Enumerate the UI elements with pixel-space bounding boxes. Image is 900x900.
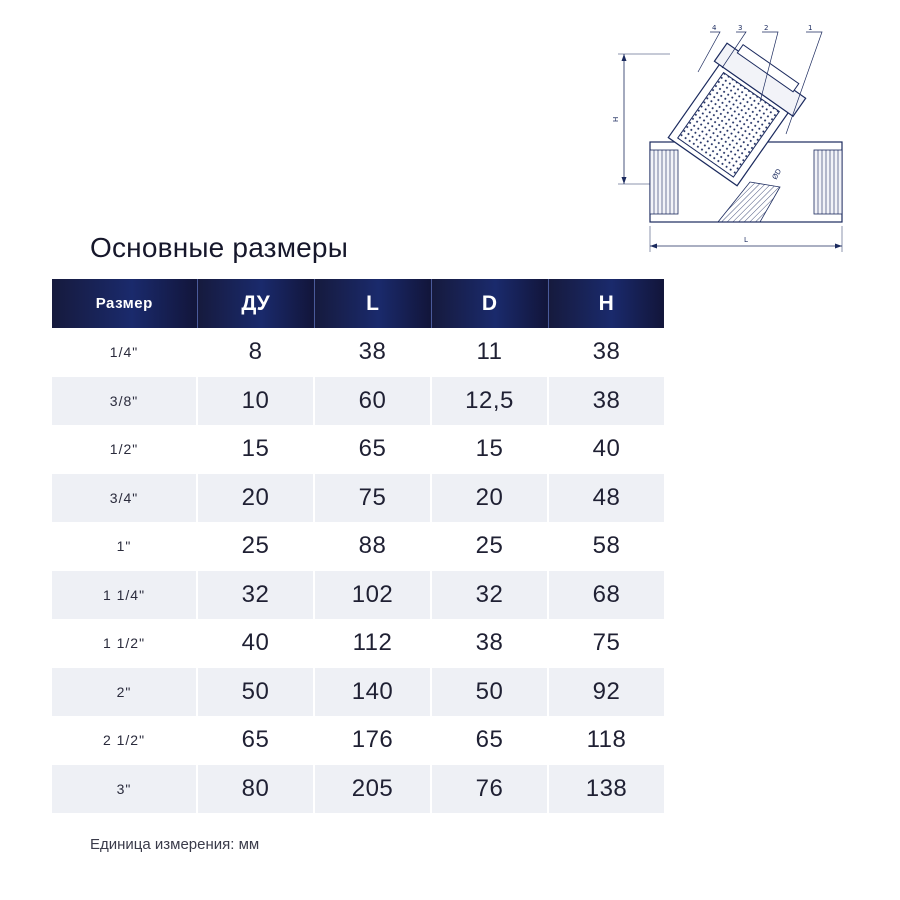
header-h: H: [548, 279, 664, 328]
cell-d: 50: [431, 667, 549, 716]
cell-d: 11: [431, 328, 549, 377]
cell-l: 60: [314, 376, 432, 425]
header-size: Размер: [52, 279, 198, 328]
cell-l: 112: [314, 619, 432, 668]
cell-size: 1/2": [52, 425, 198, 474]
cell-d: 20: [431, 473, 549, 522]
header-dn: ДУ: [197, 279, 315, 328]
cell-dn: 8: [197, 328, 315, 377]
callout-leaders: [697, 31, 823, 135]
cell-size: 1 1/2": [52, 619, 198, 668]
strainer-drawing: H: [610, 22, 870, 262]
cell-dn: 40: [197, 619, 315, 668]
header-l: L: [314, 279, 432, 328]
cell-size: 1/4": [52, 328, 198, 377]
cell-size: 3": [52, 764, 198, 813]
cell-l: 75: [314, 473, 432, 522]
cell-h: 38: [592, 338, 621, 366]
table-row: 1/2" 15 65 15 40: [52, 425, 664, 474]
cell-d: 12,5: [431, 376, 549, 425]
cell-size: 1": [52, 522, 198, 571]
cell-d: 65: [431, 716, 549, 765]
table-row: 1/4" 8 38 11 38: [52, 328, 664, 377]
cell-h: 92: [548, 667, 664, 716]
cell-dn: 65: [197, 716, 315, 765]
cell-l: 88: [314, 522, 432, 571]
table-row: 3/4" 20 75 20 48: [52, 473, 664, 522]
dim-h: H: [612, 53, 670, 185]
cell-l: 38: [314, 328, 432, 377]
unit-footnote: Единица измерения: мм: [90, 836, 260, 853]
table-row: 3" 80 205 76 138: [52, 764, 664, 813]
dimensions-table: Размер ДУ L D H 1/4" 8 38 11 38 3/8" 10: [52, 279, 664, 813]
dim-l: L: [649, 226, 843, 252]
table-row: 2" 50 140 50 92: [52, 667, 664, 716]
callout-2: 2: [764, 24, 768, 32]
table-row: 1" 25 88 25 58: [52, 522, 664, 571]
cell-h: 58: [592, 532, 621, 560]
cell-dn: 50: [197, 667, 315, 716]
cell-dn: 80: [197, 764, 315, 813]
cell-h: 40: [592, 435, 621, 463]
cell-h: 138: [548, 764, 664, 813]
cell-h: 48: [548, 473, 664, 522]
callout-4: 4: [712, 24, 717, 32]
cell-dn: 10: [197, 376, 315, 425]
dim-l-label: L: [744, 236, 748, 244]
table-header: Размер ДУ L D H: [52, 279, 664, 328]
cell-size: 3/8": [52, 376, 198, 425]
table-row: 3/8" 10 60 12,5 38: [52, 376, 664, 425]
table-row: 2 1/2" 65 176 65 118: [52, 716, 664, 765]
cell-size: 2": [52, 667, 198, 716]
callout-1: 1: [808, 24, 812, 32]
dimensions-table-wrap: Размер ДУ L D H 1/4" 8 38 11 38 3/8" 10: [52, 279, 664, 813]
page-title: Основные размеры: [90, 232, 349, 263]
cell-l: 205: [314, 764, 432, 813]
table-header-row: Размер ДУ L D H: [52, 279, 664, 328]
table-row: 1 1/2" 40 112 38 75: [52, 619, 664, 668]
table-body: 1/4" 8 38 11 38 3/8" 10 60 12,5 38 1/2" …: [52, 328, 664, 813]
cell-dn: 15: [197, 425, 315, 474]
dim-h-label: H: [612, 117, 620, 122]
header-d: D: [431, 279, 549, 328]
cell-size: 2 1/2": [52, 716, 198, 765]
cell-d: 38: [431, 619, 549, 668]
cell-d: 15: [431, 425, 549, 474]
cell-d: 32: [431, 570, 549, 619]
cell-l: 140: [314, 667, 432, 716]
table-row: 1 1/4" 32 102 32 68: [52, 570, 664, 619]
cell-d: 25: [431, 522, 549, 571]
cell-d: 76: [431, 764, 549, 813]
cell-h: 68: [548, 570, 664, 619]
cell-l: 102: [314, 570, 432, 619]
cell-h: 38: [548, 376, 664, 425]
cell-h: 118: [586, 726, 627, 754]
cell-dn: 25: [197, 522, 315, 571]
strainer-drawing-svg: H: [612, 24, 843, 252]
cell-dn: 20: [197, 473, 315, 522]
cell-dn: 32: [197, 570, 315, 619]
cell-size: 3/4": [52, 473, 198, 522]
cell-h: 75: [592, 629, 621, 657]
callout-3: 3: [738, 24, 742, 32]
filter-housing: [667, 42, 807, 187]
cell-l: 65: [314, 425, 432, 474]
cell-size: 1 1/4": [52, 570, 198, 619]
cell-l: 176: [314, 716, 432, 765]
